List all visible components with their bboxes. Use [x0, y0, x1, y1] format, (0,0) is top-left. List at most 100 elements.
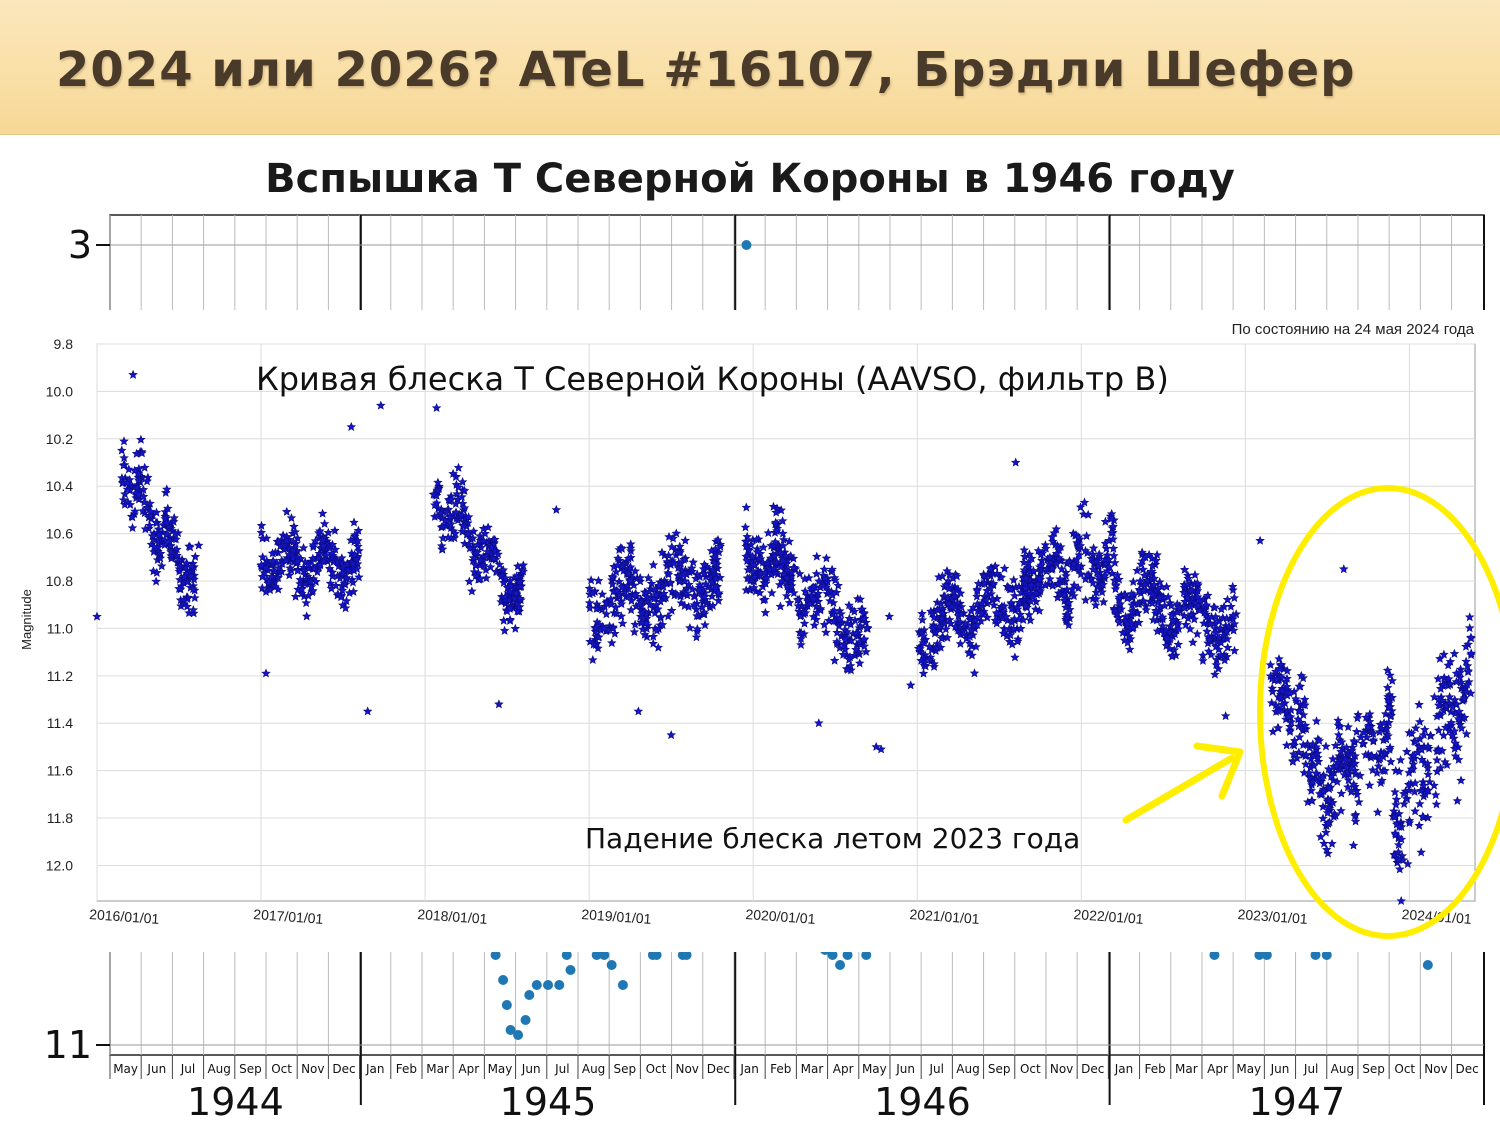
y-tick-label: 10.6 — [46, 526, 73, 542]
modern-data-point — [257, 552, 268, 562]
modern-data-point — [1147, 598, 1158, 608]
modern-data-point — [1308, 739, 1318, 749]
modern-data-point — [1192, 578, 1203, 588]
modern-data-point — [1210, 669, 1220, 679]
modern-data-point — [942, 566, 952, 576]
modern-data-point — [700, 620, 710, 630]
modern-data-point — [786, 551, 796, 561]
modern-data-point — [987, 594, 998, 604]
modern-data-point — [1349, 736, 1359, 746]
modern-data-point — [145, 510, 156, 520]
modern-data-point — [257, 571, 268, 581]
modern-data-point — [293, 556, 303, 566]
modern-data-point — [1323, 795, 1334, 805]
modern-data-point — [1410, 778, 1420, 788]
modern-data-point — [699, 568, 709, 578]
modern-data-point — [599, 623, 609, 633]
modern-data-point — [1282, 681, 1292, 691]
modern-data-point — [1309, 761, 1319, 771]
modern-data-point — [133, 490, 144, 500]
modern-data-point — [117, 445, 127, 455]
modern-data-point — [1114, 592, 1124, 602]
modern-data-point — [1319, 838, 1329, 848]
y-tick-label: 10.8 — [46, 573, 73, 589]
modern-data-point — [1045, 552, 1055, 562]
modern-data-point — [1311, 716, 1322, 726]
modern-data-point — [432, 485, 442, 495]
modern-data-point — [323, 527, 334, 537]
modern-data-point — [1321, 741, 1331, 751]
modern-data-point — [1372, 807, 1383, 817]
modern-data-point — [1373, 761, 1384, 771]
modern-data-point — [667, 542, 677, 552]
modern-data-point — [267, 548, 278, 558]
modern-data-point — [453, 482, 464, 492]
modern-data-point — [318, 556, 329, 566]
modern-data-point — [625, 543, 636, 553]
modern-data-point — [1165, 621, 1176, 631]
modern-data-point — [767, 588, 777, 598]
modern-data-point — [833, 580, 843, 590]
modern-data-point — [337, 568, 348, 578]
modern-data-point — [1083, 509, 1093, 519]
modern-data-point — [346, 422, 357, 432]
modern-data-point — [151, 517, 161, 527]
modern-data-point — [1198, 655, 1208, 665]
modern-data-point — [1122, 637, 1133, 647]
modern-data-point — [648, 631, 659, 641]
year-label: 1947 — [1248, 1080, 1345, 1124]
y-tick-label: 11.8 — [47, 810, 73, 826]
modern-data-point — [751, 534, 762, 544]
modern-data-point — [1222, 594, 1233, 604]
modern-data-point — [630, 619, 640, 629]
modern-data-point — [1385, 711, 1396, 721]
historical-data-point — [1321, 950, 1332, 960]
modern-data-point — [588, 655, 598, 665]
modern-data-point — [744, 545, 754, 555]
modern-data-point — [341, 572, 352, 582]
modern-data-point — [478, 560, 489, 570]
modern-data-point — [268, 555, 278, 565]
modern-data-point — [1008, 624, 1019, 634]
modern-data-point — [1151, 555, 1161, 565]
modern-data-point — [636, 617, 647, 627]
modern-data-point — [965, 638, 975, 648]
modern-data-point — [308, 553, 318, 563]
modern-data-point — [808, 593, 819, 603]
modern-data-point — [446, 519, 456, 529]
month-label: Dec — [1081, 1062, 1104, 1076]
modern-data-point — [317, 535, 328, 545]
modern-data-point — [1099, 570, 1110, 580]
modern-data-point — [977, 598, 987, 608]
modern-data-point — [1357, 738, 1368, 748]
modern-data-point — [494, 699, 504, 709]
modern-data-point — [770, 551, 780, 561]
modern-data-point — [281, 536, 292, 546]
modern-data-point — [844, 654, 854, 664]
modern-data-point — [1267, 673, 1277, 683]
title-band: 2024 или 2026? ATeL #16107, Брэдли Шефер — [0, 0, 1500, 135]
month-label: Mar — [801, 1062, 824, 1076]
modern-data-point — [128, 369, 138, 379]
modern-data-point — [979, 571, 989, 581]
modern-data-point — [969, 668, 980, 678]
modern-data-point — [1134, 617, 1144, 627]
annotation-text: Падение блеска летом 2023 года — [585, 822, 1081, 855]
modern-data-point — [937, 571, 948, 581]
modern-data-point — [1403, 779, 1414, 789]
modern-data-point — [1173, 639, 1184, 649]
modern-data-point — [687, 584, 698, 594]
modern-data-point — [1216, 604, 1227, 614]
modern-data-point — [1461, 729, 1472, 739]
modern-data-point — [1339, 564, 1349, 574]
modern-data-point — [616, 599, 627, 609]
modern-data-point — [812, 551, 822, 561]
modern-data-point — [1391, 799, 1401, 809]
modern-data-point — [808, 611, 819, 621]
modern-data-point — [772, 526, 782, 536]
modern-data-point — [814, 576, 824, 586]
modern-data-point — [438, 521, 448, 531]
modern-data-point — [1009, 591, 1020, 601]
modern-data-point — [193, 540, 204, 550]
